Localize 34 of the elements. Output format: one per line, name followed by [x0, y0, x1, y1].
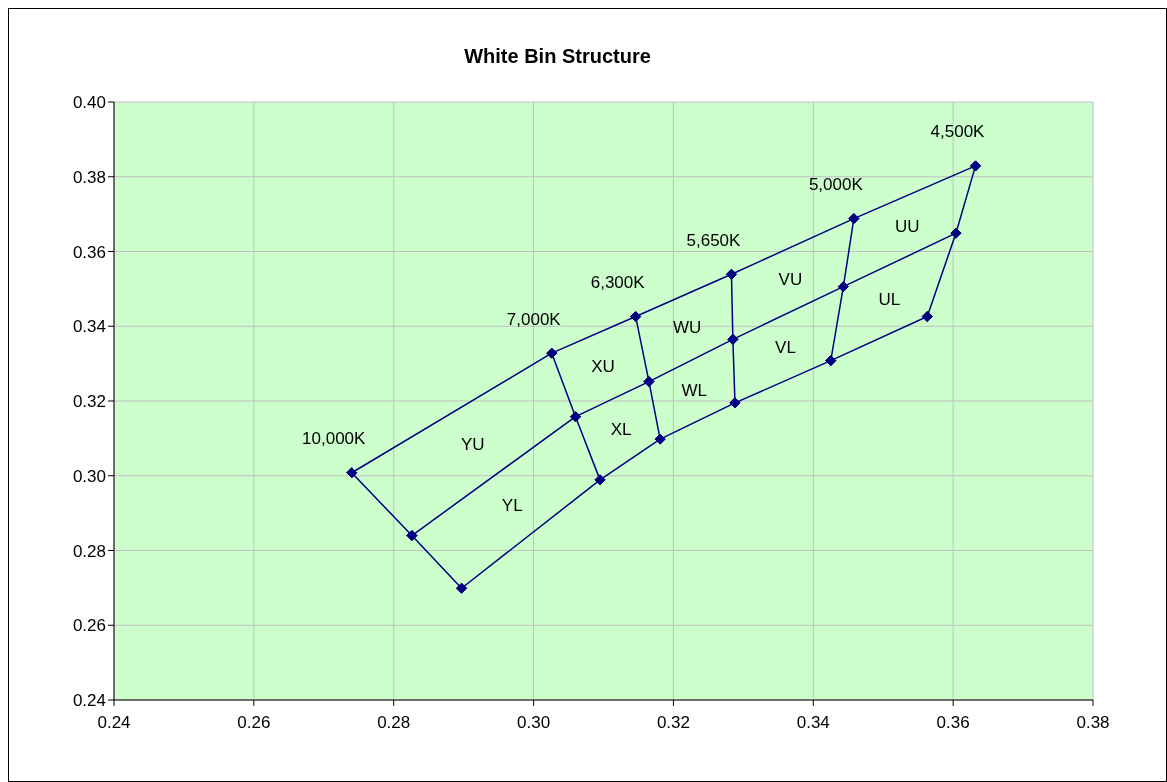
- annotation: 4,500K: [930, 122, 986, 142]
- x-tick-label: 0.26: [237, 713, 271, 733]
- annotation: 7,000K: [506, 309, 562, 329]
- x-tick-label: 0.28: [377, 713, 411, 733]
- x-tick-label: 0.24: [97, 713, 131, 733]
- annotation: WU: [673, 318, 702, 338]
- annotation: VU: [778, 270, 803, 290]
- annotation: UU: [894, 216, 920, 236]
- x-tick-label: 0.30: [517, 713, 551, 733]
- y-tick-label: 0.40: [72, 93, 106, 113]
- x-tick-label: 0.34: [796, 713, 830, 733]
- annotation: 6,300K: [590, 273, 646, 293]
- annotation: UL: [878, 289, 901, 309]
- x-tick-label: 0.38: [1076, 713, 1110, 733]
- y-tick-label: 0.24: [72, 691, 106, 711]
- annotation: 5,650K: [686, 230, 742, 250]
- y-tick-label: 0.28: [72, 541, 106, 561]
- y-tick-label: 0.30: [72, 466, 106, 486]
- annotation: YU: [460, 435, 485, 455]
- annotation: XU: [591, 357, 615, 377]
- x-tick-label: 0.36: [936, 713, 970, 733]
- y-tick-label: 0.36: [72, 242, 106, 262]
- y-tick-label: 0.38: [72, 167, 106, 187]
- chart-title: White Bin Structure: [463, 45, 652, 68]
- annotation: VL: [775, 337, 796, 357]
- annotation: WL: [681, 381, 707, 401]
- annotation: 5,000K: [808, 175, 864, 195]
- annotation: YL: [501, 495, 523, 515]
- y-tick-label: 0.34: [72, 317, 106, 337]
- y-tick-label: 0.32: [72, 392, 106, 412]
- annotation: XL: [610, 419, 632, 439]
- annotation: 10,000K: [302, 429, 367, 449]
- x-tick-label: 0.32: [656, 713, 690, 733]
- y-tick-label: 0.26: [72, 616, 106, 636]
